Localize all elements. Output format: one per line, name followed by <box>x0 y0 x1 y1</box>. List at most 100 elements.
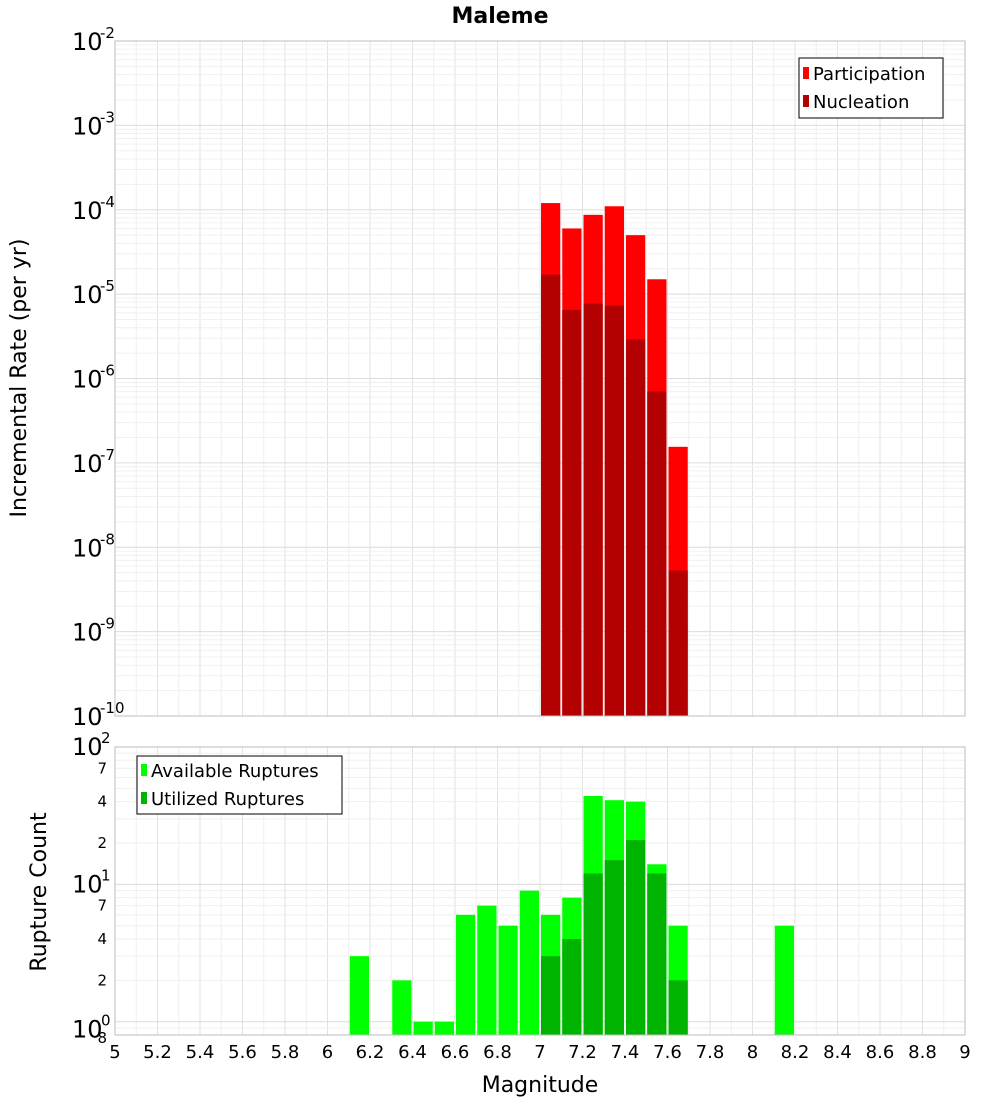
x-tick-label: 5 <box>109 1042 120 1063</box>
x-axis-label: Magnitude <box>482 1073 599 1098</box>
bottom-y-tick-label: 10 <box>72 1016 103 1044</box>
top-y-tick-label: 10 <box>72 619 103 647</box>
bottom-bar-available-ruptures <box>519 890 539 1035</box>
top-y-tick-label: 10 <box>72 28 103 56</box>
legend-swatch-utilized <box>141 792 147 804</box>
bottom-bar-utilized-ruptures <box>562 939 582 1035</box>
top-y-tick-exponent: -7 <box>100 446 115 464</box>
x-tick-label: 8.2 <box>781 1042 810 1063</box>
x-tick-label: 6.8 <box>483 1042 512 1063</box>
top-y-tick-exponent: -4 <box>100 193 115 211</box>
x-tick-label: 6 <box>322 1042 333 1063</box>
bottom-plot-frame <box>114 746 966 1036</box>
top-y-tick-label: 10 <box>72 197 103 225</box>
bottom-y-tick-label: 10 <box>72 733 103 761</box>
x-tick-label: 7.6 <box>653 1042 682 1063</box>
top-plot-frame <box>114 40 966 717</box>
bottom-bar-available-ruptures <box>349 956 369 1035</box>
top-y-tick-exponent: -6 <box>100 362 115 380</box>
x-tick-label: 6.2 <box>356 1042 385 1063</box>
bottom-y-minor-tick-label: 4 <box>97 930 107 948</box>
bottom-bar-available-ruptures <box>392 980 412 1035</box>
top-bar-nucleation <box>541 274 561 716</box>
top-legend: Participation Nucleation <box>798 57 944 119</box>
legend-swatch-participation <box>803 67 809 79</box>
x-tick-label: 5.6 <box>228 1042 257 1063</box>
x-tick-label: 7 <box>534 1042 545 1063</box>
x-tick-label: 6.4 <box>398 1042 427 1063</box>
bottom-bar-available-ruptures <box>498 925 518 1035</box>
top-plot-bars <box>541 203 688 716</box>
bottom-y-axis-label: Rupture Count <box>27 812 52 972</box>
bottom-y-tick-label: 10 <box>72 870 103 898</box>
bottom-legend-box <box>136 755 343 815</box>
bottom-legend: Available Ruptures Utilized Ruptures <box>136 755 343 815</box>
x-tick-label: 5.4 <box>186 1042 215 1063</box>
bottom-y-minor-tick-label: 8 <box>97 1029 107 1047</box>
top-y-tick-exponent: -8 <box>100 530 115 548</box>
top-bar-nucleation <box>668 570 688 716</box>
x-tick-labels: 5 5.2 5.4 5.6 5.8 6 6.2 6.4 6.6 6.8 7 7.2 7.4 7.6 7.8 8… <box>109 1042 970 1063</box>
bottom-bar-utilized-ruptures <box>604 860 624 1035</box>
x-tick-label: 5.8 <box>271 1042 300 1063</box>
legend-label-utilized: Utilized Ruptures <box>151 789 304 810</box>
legend-label-available: Available Ruptures <box>151 761 319 782</box>
bottom-bar-utilized-ruptures <box>541 956 561 1035</box>
x-tick-label: 7.8 <box>696 1042 725 1063</box>
legend-swatch-available <box>141 764 147 776</box>
top-y-tick-exponent: -2 <box>100 24 115 42</box>
chart-title: Maleme <box>451 4 548 29</box>
bottom-bar-utilized-ruptures <box>583 873 603 1035</box>
bottom-bar-utilized-ruptures <box>626 840 646 1035</box>
bottom-plot-bars <box>349 795 794 1035</box>
bottom-y-minor-tick-label: 7 <box>97 897 107 915</box>
x-tick-label: 7.4 <box>611 1042 640 1063</box>
top-bar-nucleation <box>604 305 624 716</box>
top-y-tick-labels: 10-210-310-410-510-610-710-810-910-10 <box>72 24 125 731</box>
x-tick-label: 7.2 <box>568 1042 597 1063</box>
top-y-tick-exponent: -9 <box>100 615 115 633</box>
top-bar-nucleation <box>647 391 667 716</box>
bottom-y-minor-tick-label: 2 <box>97 971 107 989</box>
legend-label-nucleation: Nucleation <box>813 92 909 113</box>
top-y-tick-label: 10 <box>72 534 103 562</box>
x-tick-label: 9 <box>959 1042 970 1063</box>
bottom-y-tick-exponent: 0 <box>101 1012 111 1030</box>
top-bar-nucleation <box>583 303 603 716</box>
top-legend-box <box>798 57 944 119</box>
top-y-axis-label: Incremental Rate (per yr) <box>7 239 32 518</box>
bottom-y-tick-exponent: 1 <box>101 866 111 884</box>
top-bar-nucleation <box>626 339 646 716</box>
x-tick-label: 5.2 <box>143 1042 172 1063</box>
top-bar-nucleation <box>562 309 582 716</box>
top-y-tick-label: 10 <box>72 703 103 731</box>
bottom-y-minor-tick-label: 7 <box>97 759 107 777</box>
bottom-bar-utilized-ruptures <box>668 980 688 1035</box>
x-tick-label: 8.4 <box>823 1042 852 1063</box>
x-tick-label: 8.6 <box>866 1042 895 1063</box>
bottom-bar-available-ruptures <box>434 1021 454 1035</box>
bottom-y-minor-tick-label: 2 <box>97 834 107 852</box>
bottom-bar-available-ruptures <box>477 905 497 1035</box>
bottom-bar-available-ruptures <box>456 914 476 1035</box>
top-y-tick-exponent: -10 <box>100 699 125 717</box>
bottom-bar-available-ruptures <box>413 1021 433 1035</box>
bottom-y-tick-exponent: 2 <box>101 729 111 747</box>
x-tick-label: 6.6 <box>441 1042 470 1063</box>
legend-label-participation: Participation <box>813 64 925 85</box>
x-tick-label: 8 <box>747 1042 758 1063</box>
bottom-y-minor-tick-label: 4 <box>97 793 107 811</box>
top-y-tick-exponent: -5 <box>100 277 115 295</box>
top-y-tick-label: 10 <box>72 366 103 394</box>
bottom-bar-available-ruptures <box>774 925 794 1035</box>
top-plot-grid <box>114 40 966 717</box>
bottom-bar-utilized-ruptures <box>647 873 667 1035</box>
top-y-tick-label: 10 <box>72 450 103 478</box>
top-y-tick-label: 10 <box>72 281 103 309</box>
top-y-tick-exponent: -3 <box>100 108 115 126</box>
x-tick-label: 8.8 <box>908 1042 937 1063</box>
legend-swatch-nucleation <box>803 95 809 107</box>
top-y-tick-label: 10 <box>72 112 103 140</box>
